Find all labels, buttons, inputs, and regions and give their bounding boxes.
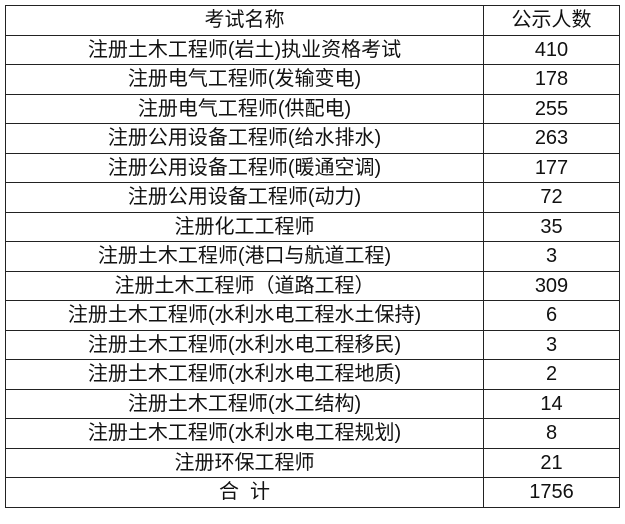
count-cell: 410: [483, 34, 620, 65]
count-cell: 177: [483, 152, 620, 183]
table-row: 注册土木工程师（道路工程） 309: [5, 270, 620, 301]
table-row: 注册土木工程师(岩土)执业资格考试 410: [5, 34, 620, 65]
count-cell: 6: [483, 300, 620, 331]
total-label: 合 计: [5, 477, 484, 508]
exam-name-cell: 注册电气工程师(供配电): [5, 93, 484, 124]
count-cell: 35: [483, 211, 620, 242]
header-row: 考试名称 公示人数: [5, 5, 620, 36]
header-exam-name: 考试名称: [5, 5, 484, 36]
count-cell: 263: [483, 123, 620, 154]
table-row: 注册土木工程师(水工结构) 14: [5, 388, 620, 419]
exam-count-table: 考试名称 公示人数 注册土木工程师(岩土)执业资格考试 410 注册电气工程师(发输…: [5, 5, 620, 508]
table-row: 注册环保工程师 21: [5, 447, 620, 478]
exam-name-cell: 注册电气工程师(发输变电): [5, 64, 484, 95]
exam-name-cell: 注册公用设备工程师(暖通空调): [5, 152, 484, 183]
exam-name-cell: 注册环保工程师: [5, 447, 484, 478]
exam-name-cell: 注册公用设备工程师(给水排水): [5, 123, 484, 154]
count-cell: 72: [483, 182, 620, 213]
count-cell: 21: [483, 447, 620, 478]
table-row: 注册公用设备工程师(动力) 72: [5, 182, 620, 213]
exam-name-cell: 注册土木工程师(水利水电工程地质): [5, 359, 484, 390]
exam-name-cell: 注册土木工程师(水利水电工程规划): [5, 418, 484, 449]
exam-name-cell: 注册土木工程师(岩土)执业资格考试: [5, 34, 484, 65]
table-row: 注册土木工程师(水利水电工程规划) 8: [5, 418, 620, 449]
count-cell: 255: [483, 93, 620, 124]
table-row: 注册化工工程师 35: [5, 211, 620, 242]
table-row: 注册公用设备工程师(给水排水) 263: [5, 123, 620, 154]
table-row: 注册土木工程师(港口与航道工程) 3: [5, 241, 620, 272]
table-row: 注册土木工程师(水利水电工程水土保持) 6: [5, 300, 620, 331]
table-row: 注册电气工程师(供配电) 255: [5, 93, 620, 124]
exam-name-cell: 注册土木工程师(水利水电工程移民): [5, 329, 484, 360]
exam-name-cell: 注册土木工程师(水利水电工程水土保持): [5, 300, 484, 331]
count-cell: 3: [483, 329, 620, 360]
count-cell: 14: [483, 388, 620, 419]
header-count: 公示人数: [483, 5, 620, 36]
count-cell: 3: [483, 241, 620, 272]
count-cell: 8: [483, 418, 620, 449]
exam-name-cell: 注册公用设备工程师(动力): [5, 182, 484, 213]
count-cell: 2: [483, 359, 620, 390]
table-row: 注册电气工程师(发输变电) 178: [5, 64, 620, 95]
total-row: 合 计 1756: [5, 477, 620, 508]
table-row: 注册土木工程师(水利水电工程移民) 3: [5, 329, 620, 360]
count-cell: 178: [483, 64, 620, 95]
total-count: 1756: [483, 477, 620, 508]
exam-name-cell: 注册土木工程师(水工结构): [5, 388, 484, 419]
table-row: 注册公用设备工程师(暖通空调) 177: [5, 152, 620, 183]
exam-name-cell: 注册化工工程师: [5, 211, 484, 242]
exam-name-cell: 注册土木工程师(港口与航道工程): [5, 241, 484, 272]
table-row: 注册土木工程师(水利水电工程地质) 2: [5, 359, 620, 390]
exam-name-cell: 注册土木工程师（道路工程）: [5, 270, 484, 301]
count-cell: 309: [483, 270, 620, 301]
